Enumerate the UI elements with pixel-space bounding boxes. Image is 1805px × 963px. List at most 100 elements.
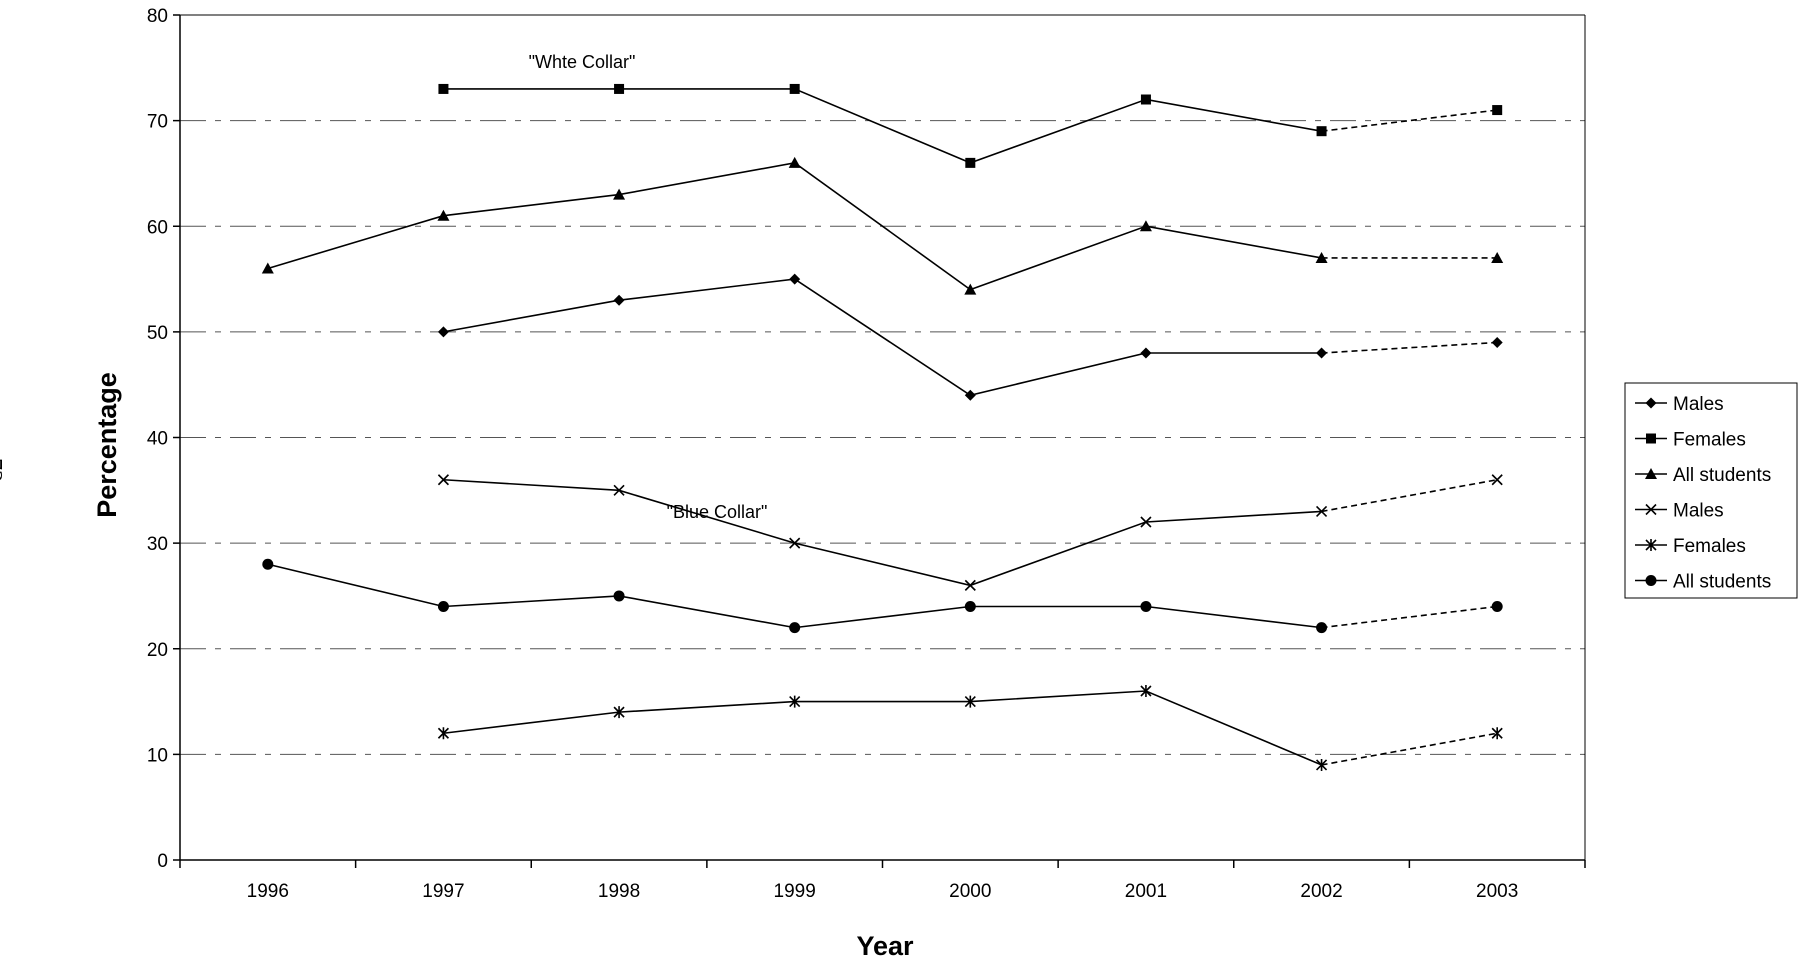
data-point bbox=[613, 188, 626, 200]
data-point bbox=[437, 601, 449, 612]
legend-marker bbox=[1645, 503, 1657, 516]
x-tick-label: 1997 bbox=[422, 881, 464, 902]
data-point bbox=[964, 601, 976, 612]
data-point bbox=[613, 294, 625, 306]
y-tick-label: 30 bbox=[147, 534, 168, 555]
data-point bbox=[789, 273, 801, 285]
data-point bbox=[1140, 516, 1152, 528]
series-line bbox=[443, 478, 1322, 587]
legend-item: Males bbox=[1635, 501, 1724, 522]
data-point bbox=[613, 590, 625, 602]
data-point bbox=[1140, 94, 1151, 105]
data-point bbox=[613, 706, 625, 719]
x-ticks: 1996 1997 1998 1999 2000 2001 2002 2003 bbox=[179, 860, 1586, 902]
data-point bbox=[1315, 251, 1328, 263]
data-point bbox=[437, 326, 449, 338]
legend-marker bbox=[1645, 468, 1657, 479]
data-point bbox=[788, 156, 801, 168]
x-axis-title: Year bbox=[856, 931, 914, 961]
x-tick-label: 2001 bbox=[1125, 881, 1167, 902]
legend-label: Females bbox=[1673, 536, 1746, 557]
y-axis-title: Percentage bbox=[92, 372, 122, 518]
y-ticks: 0 10 20 30 40 50 60 70 80 bbox=[147, 6, 180, 872]
x-tick-label: 2003 bbox=[1476, 881, 1518, 902]
y-tick-label: 80 bbox=[147, 6, 168, 27]
data-point bbox=[1492, 105, 1503, 116]
y-tick-label: 60 bbox=[147, 217, 168, 238]
y-tick-label: 50 bbox=[147, 323, 168, 344]
series-2 bbox=[438, 83, 1503, 168]
data-point bbox=[613, 484, 625, 496]
data-point bbox=[1491, 727, 1503, 740]
legend-label: Males bbox=[1673, 501, 1724, 522]
annotation-white-collar: "Whte Collar" bbox=[529, 52, 636, 72]
data-point bbox=[789, 695, 801, 708]
series-3 bbox=[261, 156, 1504, 295]
y-tick-label: 0 bbox=[157, 851, 168, 872]
data-point bbox=[1315, 758, 1328, 771]
data-point bbox=[964, 283, 977, 295]
legend-label: Females bbox=[1673, 430, 1746, 451]
data-point bbox=[965, 157, 976, 168]
data-point bbox=[964, 695, 976, 708]
legend-marker bbox=[1646, 433, 1656, 444]
data-point bbox=[964, 389, 976, 401]
legend-label: All students bbox=[1673, 465, 1771, 486]
series-6 bbox=[262, 558, 1503, 634]
legend-item: All students bbox=[1635, 465, 1771, 486]
y-tick-label: 70 bbox=[147, 112, 168, 133]
data-point bbox=[437, 474, 450, 486]
x-tick-label: 1998 bbox=[598, 881, 640, 902]
legend-item: Females bbox=[1635, 536, 1746, 557]
series-line bbox=[443, 690, 1322, 766]
legend-box bbox=[1624, 382, 1798, 599]
data-point bbox=[1316, 347, 1328, 359]
legend: Males Females All students Males Females All … bbox=[1624, 382, 1798, 599]
annotation-blue-collar: "Blue Collar" bbox=[667, 502, 768, 522]
series-5 bbox=[437, 685, 1503, 771]
data-point bbox=[261, 262, 274, 274]
x-tick-label: 2002 bbox=[1300, 881, 1342, 902]
legend-marker bbox=[1645, 397, 1657, 409]
data-point bbox=[789, 622, 801, 634]
data-point bbox=[438, 83, 449, 94]
x-tick-label: 2000 bbox=[949, 881, 991, 902]
data-point bbox=[1316, 622, 1328, 634]
data-point bbox=[1139, 220, 1152, 232]
y-tick-label: 10 bbox=[147, 745, 168, 766]
legend-label: Males bbox=[1673, 394, 1724, 415]
data-point bbox=[437, 727, 450, 740]
data-point bbox=[1140, 347, 1152, 359]
legend-marker bbox=[1645, 575, 1657, 586]
legend-item: All students bbox=[1635, 572, 1771, 593]
series-4 bbox=[437, 474, 1503, 591]
series-projection-line bbox=[1321, 605, 1498, 629]
data-point bbox=[1316, 126, 1327, 137]
y-tick-label: 20 bbox=[147, 640, 168, 661]
series-layer bbox=[261, 83, 1504, 771]
data-point bbox=[1140, 601, 1152, 612]
data-point bbox=[1315, 505, 1328, 518]
x-tick-label: 1996 bbox=[247, 881, 289, 902]
data-point bbox=[1491, 474, 1503, 486]
legend-marker bbox=[1645, 539, 1657, 551]
series-projection-line bbox=[1321, 732, 1498, 766]
series-projection-line bbox=[1321, 478, 1498, 513]
x-tick-label: 1999 bbox=[774, 881, 816, 902]
legend-item: Males bbox=[1635, 394, 1724, 415]
data-point bbox=[1491, 251, 1504, 263]
series-line bbox=[267, 563, 1322, 629]
data-point bbox=[1491, 601, 1503, 612]
y-tick-label: 40 bbox=[147, 429, 168, 450]
data-point bbox=[789, 537, 801, 549]
data-point bbox=[789, 83, 800, 94]
gridlines bbox=[180, 120, 1585, 755]
series-1 bbox=[437, 273, 1503, 401]
series-projection-line bbox=[1321, 341, 1498, 354]
series-line bbox=[443, 278, 1322, 397]
data-point bbox=[1140, 685, 1152, 697]
data-point bbox=[1491, 336, 1503, 348]
data-point bbox=[437, 209, 450, 221]
data-point bbox=[964, 579, 976, 591]
